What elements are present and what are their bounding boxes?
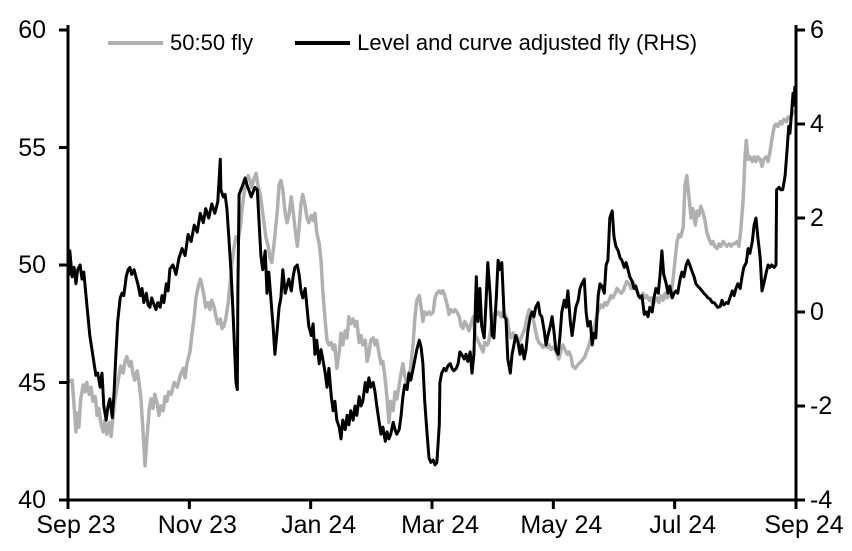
x-tick-label: Sep 24: [764, 511, 844, 539]
y-left-tick-label: 40: [18, 486, 46, 514]
y-right-tick-label: -2: [810, 392, 833, 420]
legend: 50:50 fly Level and curve adjusted fly (…: [108, 30, 697, 56]
x-tick-label: Jan 24: [281, 511, 357, 539]
y-left-tick-label: 60: [18, 16, 46, 44]
x-tick-label: May 24: [520, 511, 603, 539]
series-adjusted-fly: [66, 85, 798, 467]
y-right-tick-label: 4: [810, 110, 824, 138]
y-right-tick-label: 2: [810, 204, 824, 232]
legend-label: 50:50 fly: [170, 30, 254, 55]
legend-label: Level and curve adjusted fly (RHS): [357, 30, 698, 55]
y-right-tick-label: -4: [810, 486, 833, 514]
gray-line-swatch: [108, 41, 163, 45]
series-5050-fly: [67, 109, 796, 468]
x-tick-label: Jul 24: [649, 511, 717, 539]
y-left-tick-label: 55: [18, 133, 46, 162]
legend-item-adjusted-fly: Level and curve adjusted fly (RHS): [295, 30, 697, 56]
x-tick-label: Mar 24: [401, 511, 479, 539]
y-right-tick-label: 6: [810, 16, 824, 44]
black-line-swatch: [295, 41, 351, 45]
y-right-tick-label: 0: [810, 298, 824, 326]
x-tick-label: Nov 23: [157, 511, 237, 539]
legend-item-5050-fly: 50:50 fly: [108, 30, 253, 56]
y-left-tick-label: 50: [18, 251, 46, 279]
x-tick-label: Sep 23: [36, 511, 116, 539]
y-left-tick-label: 45: [18, 368, 46, 397]
